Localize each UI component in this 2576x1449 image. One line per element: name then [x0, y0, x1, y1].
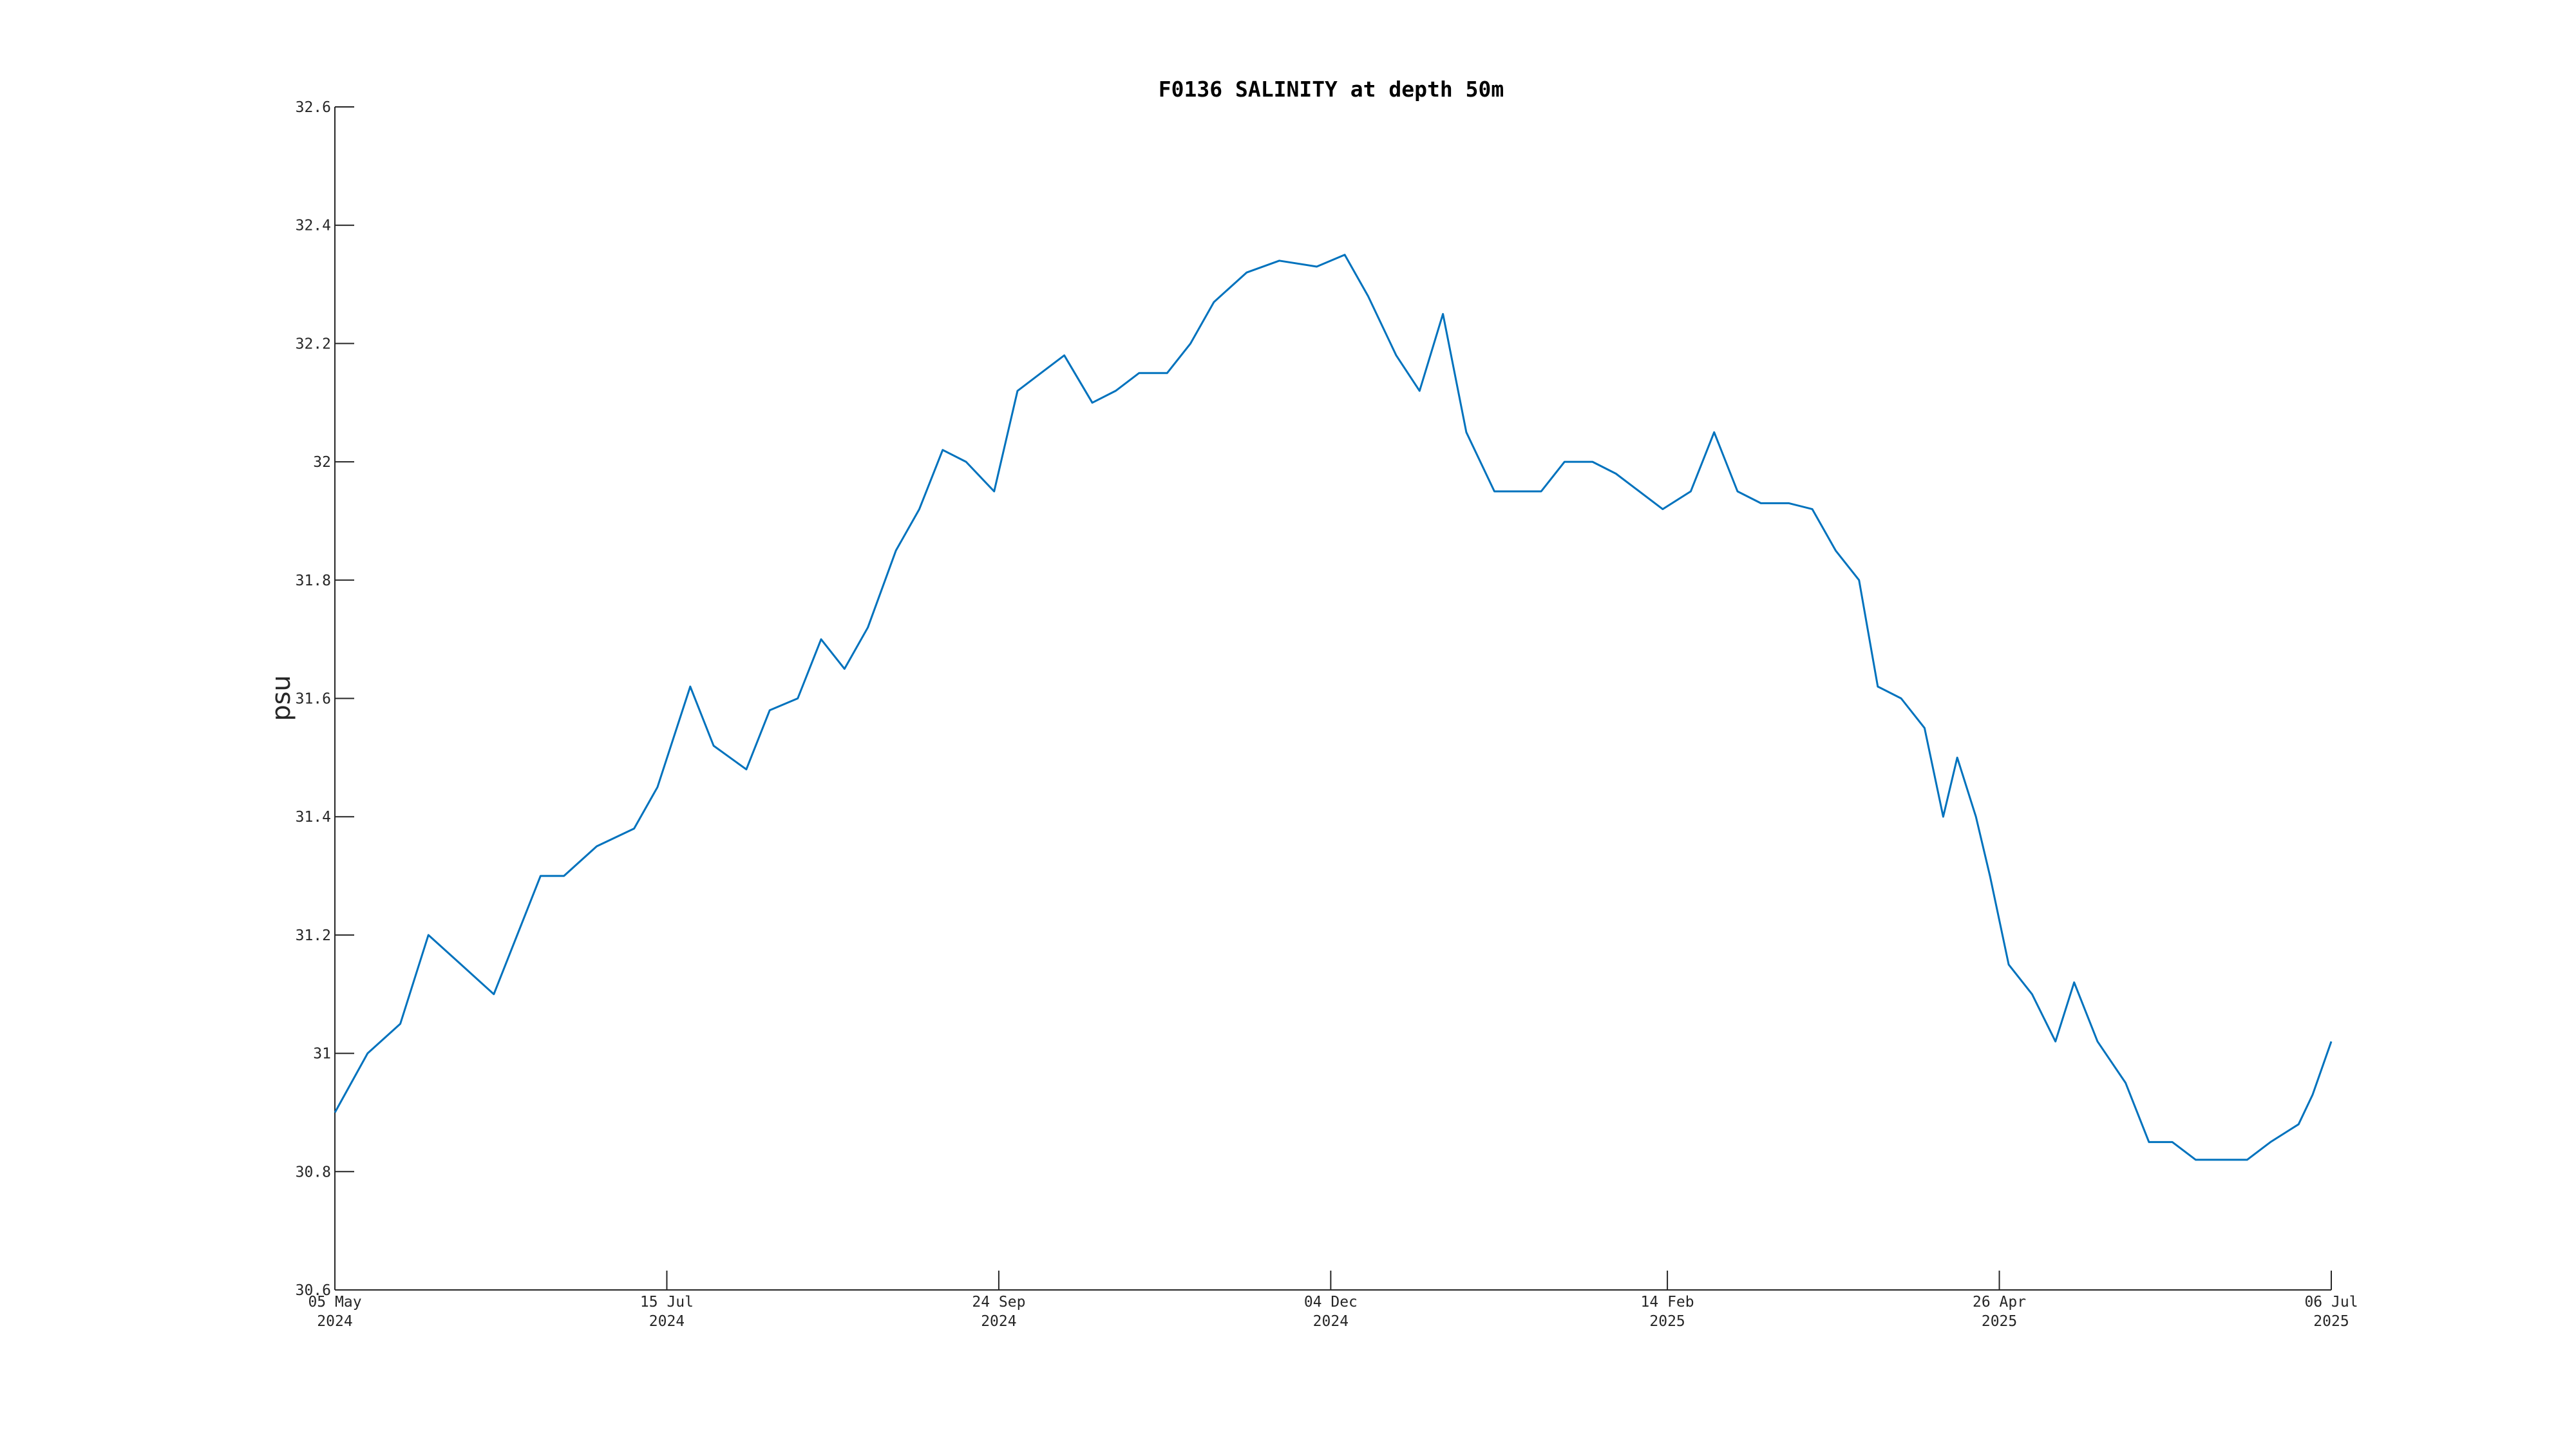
y-axis-label: psu — [267, 675, 296, 721]
y-tick-label: 31.6 — [296, 691, 331, 708]
x-tick-label: 15 Jul 2024 — [640, 1294, 694, 1330]
data-line — [334, 254, 2333, 1161]
x-tick-label: 14 Feb 2025 — [1641, 1294, 1694, 1330]
chart-title: F0136 SALINITY at depth 50m — [1159, 77, 1504, 102]
y-tick-label: 31.2 — [296, 927, 331, 944]
y-tick-label: 32.4 — [296, 218, 331, 234]
x-tick-label: 26 Apr 2025 — [1973, 1294, 2026, 1330]
y-tick-label: 31 — [313, 1046, 331, 1063]
y-tick-label: 30.8 — [296, 1164, 331, 1180]
x-tick-label: 06 Jul 2025 — [2304, 1294, 2358, 1330]
y-tick-label: 31.8 — [296, 573, 331, 589]
x-tick-label: 05 May 2024 — [308, 1294, 361, 1330]
y-tick-label: 30.6 — [296, 1282, 331, 1299]
y-tick-label: 32.6 — [296, 99, 331, 116]
x-tick-label: 24 Sep 2024 — [972, 1294, 1025, 1330]
x-tick-label: 04 Dec 2024 — [1304, 1294, 1358, 1330]
y-tick-label: 32.2 — [296, 336, 331, 352]
y-tick-label: 31.4 — [296, 809, 331, 826]
y-tick-label: 32 — [313, 454, 331, 471]
